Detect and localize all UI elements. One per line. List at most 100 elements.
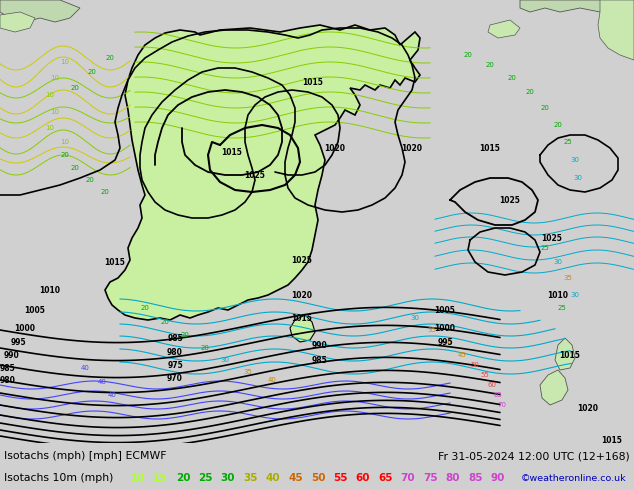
Text: 1025: 1025 — [500, 196, 521, 204]
Text: 10: 10 — [60, 139, 70, 145]
Text: 10: 10 — [46, 125, 55, 131]
Text: 45: 45 — [458, 352, 467, 358]
Polygon shape — [0, 0, 80, 22]
Text: 1025: 1025 — [245, 171, 266, 179]
Text: 40: 40 — [98, 379, 107, 385]
Text: 20: 20 — [508, 75, 517, 81]
Text: 1005: 1005 — [25, 305, 46, 315]
Text: Fr 31-05-2024 12:00 UTC (12+168): Fr 31-05-2024 12:00 UTC (12+168) — [438, 451, 630, 461]
Text: 70: 70 — [401, 473, 415, 483]
Text: 20: 20 — [106, 55, 115, 61]
Text: 20: 20 — [541, 105, 550, 111]
Text: 20: 20 — [70, 85, 79, 91]
Text: 20: 20 — [70, 165, 79, 171]
Text: 30: 30 — [221, 357, 230, 363]
Text: 985: 985 — [312, 356, 328, 365]
Text: 60: 60 — [356, 473, 370, 483]
Text: 1015: 1015 — [105, 258, 126, 267]
Text: 20: 20 — [463, 52, 472, 58]
Text: 20: 20 — [101, 189, 110, 195]
Text: 70: 70 — [498, 402, 507, 408]
Text: 20: 20 — [486, 62, 495, 68]
Text: Isotachs 10m (mph): Isotachs 10m (mph) — [4, 473, 113, 483]
Text: 30: 30 — [571, 157, 579, 163]
Text: 20: 20 — [141, 305, 150, 311]
Text: 55: 55 — [481, 372, 489, 378]
Text: 1000: 1000 — [434, 323, 455, 333]
Polygon shape — [105, 25, 420, 320]
Text: 975: 975 — [167, 361, 183, 369]
Text: 65: 65 — [378, 473, 392, 483]
Text: 75: 75 — [423, 473, 438, 483]
Text: 980: 980 — [167, 347, 183, 357]
Text: 10: 10 — [51, 109, 60, 115]
Text: 10: 10 — [51, 75, 60, 81]
Text: 20: 20 — [176, 473, 190, 483]
Text: 970: 970 — [167, 373, 183, 383]
Text: 90: 90 — [491, 473, 505, 483]
Text: 1020: 1020 — [578, 403, 598, 413]
Text: 1015: 1015 — [221, 147, 242, 156]
Text: 1010: 1010 — [548, 291, 569, 299]
Polygon shape — [598, 0, 634, 60]
Text: 85: 85 — [469, 473, 482, 483]
Text: 20: 20 — [200, 345, 209, 351]
Text: 10: 10 — [46, 92, 55, 98]
Text: 20: 20 — [553, 122, 562, 128]
Text: 1025: 1025 — [541, 234, 562, 243]
Text: 30: 30 — [221, 473, 235, 483]
Text: 10: 10 — [131, 473, 145, 483]
Text: 1015: 1015 — [302, 77, 323, 87]
Text: 1015: 1015 — [479, 144, 500, 152]
Text: 30: 30 — [571, 292, 579, 298]
Text: 35: 35 — [427, 327, 436, 333]
Text: 25: 25 — [198, 473, 213, 483]
Text: 20: 20 — [61, 152, 70, 158]
Text: Isotachs (mph) [mph] ECMWF: Isotachs (mph) [mph] ECMWF — [4, 451, 167, 461]
Polygon shape — [290, 315, 315, 342]
Text: 30: 30 — [410, 315, 420, 321]
Text: 40: 40 — [108, 392, 117, 398]
Text: 35: 35 — [564, 275, 573, 281]
Text: 1005: 1005 — [434, 305, 455, 315]
Text: 40: 40 — [444, 339, 453, 345]
Text: 30: 30 — [553, 259, 562, 265]
Text: 10: 10 — [60, 59, 70, 65]
Polygon shape — [520, 0, 634, 18]
Polygon shape — [0, 12, 35, 32]
Text: 50: 50 — [470, 362, 479, 368]
Text: 65: 65 — [493, 392, 502, 398]
Text: 20: 20 — [86, 177, 94, 183]
Text: 40: 40 — [266, 473, 280, 483]
Text: 35: 35 — [243, 473, 258, 483]
Text: 1015: 1015 — [560, 350, 581, 360]
Text: 995: 995 — [437, 338, 453, 346]
Polygon shape — [488, 20, 520, 38]
Text: ©weatheronline.co.uk: ©weatheronline.co.uk — [521, 473, 626, 483]
Text: 15: 15 — [153, 473, 168, 483]
Text: 990: 990 — [312, 341, 328, 349]
Text: 985: 985 — [167, 334, 183, 343]
Text: 20: 20 — [87, 69, 96, 75]
Text: 980: 980 — [0, 375, 16, 385]
Text: 40: 40 — [81, 365, 89, 371]
Text: 20: 20 — [181, 332, 190, 338]
Text: 40: 40 — [268, 377, 276, 383]
Text: 1020: 1020 — [401, 144, 422, 152]
Text: 1020: 1020 — [325, 144, 346, 152]
Text: 25: 25 — [564, 139, 573, 145]
Text: 985: 985 — [0, 364, 16, 372]
Text: 80: 80 — [446, 473, 460, 483]
Text: 1000: 1000 — [15, 323, 36, 333]
Polygon shape — [555, 338, 575, 370]
Text: 45: 45 — [288, 473, 303, 483]
Text: 25: 25 — [558, 305, 566, 311]
Text: 1025: 1025 — [292, 255, 313, 265]
Text: 50: 50 — [311, 473, 325, 483]
Text: 1015: 1015 — [602, 436, 623, 444]
Text: 60: 60 — [488, 382, 496, 388]
Text: 1015: 1015 — [292, 314, 313, 322]
Polygon shape — [540, 370, 568, 405]
Text: 55: 55 — [333, 473, 348, 483]
Text: 35: 35 — [243, 369, 252, 375]
